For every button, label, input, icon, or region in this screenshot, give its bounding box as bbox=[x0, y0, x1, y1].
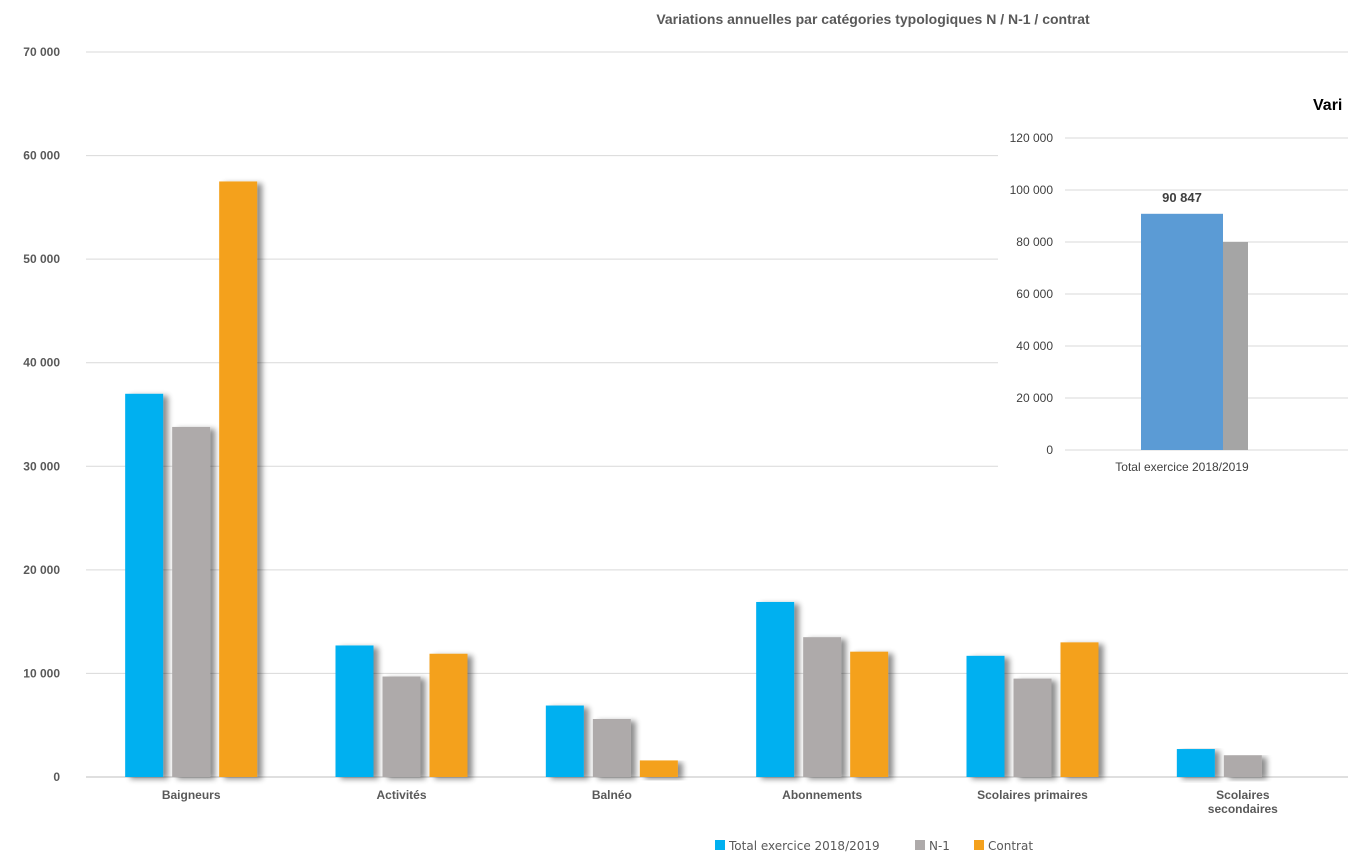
bar-abonnements-n-1 bbox=[803, 637, 842, 777]
inset-bars: 90 847 bbox=[1141, 190, 1248, 450]
inset-chart-title: Vari bbox=[1313, 97, 1342, 114]
main-chart-title: Variations annuelles par catégories typo… bbox=[656, 11, 1090, 27]
bar-balnéo-n-1 bbox=[592, 719, 631, 777]
bar-abonnements-contrat bbox=[850, 651, 889, 777]
bar-activités-n-1 bbox=[382, 676, 421, 777]
bar-baigneurs-contrat bbox=[219, 181, 258, 777]
main-y-tick-label: 40 000 bbox=[23, 356, 60, 370]
bar-scolaires-primaires-contrat bbox=[1060, 642, 1099, 777]
bar-activités-total-exercice-2018-2019 bbox=[335, 645, 374, 777]
main-y-axis: 0 10 000 20 000 30 000 40 000 50 000 60 000 70 … bbox=[23, 45, 60, 784]
legend-label-total: Total exercice 2018/2019 bbox=[728, 839, 880, 853]
bar-scolaires-secondaires-total-exercice-2018-2019 bbox=[1176, 749, 1215, 777]
inset-x-tick-label: Total exercice 2018/2019 bbox=[1115, 460, 1249, 474]
bar-balnéo-total-exercice-2018-2019 bbox=[545, 705, 584, 777]
bar-scolaires-primaires-total-exercice-2018-2019 bbox=[966, 655, 1005, 777]
bar-abonnements-total-exercice-2018-2019 bbox=[756, 601, 795, 777]
main-x-tick-label: Scolaires secondaires bbox=[1208, 788, 1278, 816]
inset-y-tick-label: 80 000 bbox=[1016, 235, 1053, 249]
bar-scolaires-secondaires-n-1 bbox=[1223, 755, 1262, 777]
main-y-tick-label: 20 000 bbox=[23, 563, 60, 577]
legend-swatch-n1 bbox=[915, 840, 925, 850]
bar-baigneurs-n-1 bbox=[172, 426, 211, 777]
main-x-tick-label: Activités bbox=[376, 788, 426, 802]
main-y-tick-label: 10 000 bbox=[23, 666, 60, 680]
main-y-tick-label: 0 bbox=[53, 770, 60, 784]
inset-y-tick-label: 100 000 bbox=[1010, 183, 1054, 197]
bar-baigneurs-total-exercice-2018-2019 bbox=[125, 393, 164, 777]
main-y-tick-label: 30 000 bbox=[23, 459, 60, 473]
inset-y-tick-label: 120 000 bbox=[1010, 131, 1054, 145]
main-x-axis: Baigneurs Activités Balnéo Abonnements Scola… bbox=[162, 788, 1278, 816]
bar-scolaires-primaires-n-1 bbox=[1013, 678, 1052, 777]
main-y-tick-label: 70 000 bbox=[23, 45, 60, 59]
legend-swatch-total bbox=[715, 840, 725, 850]
legend-swatch-contrat bbox=[974, 840, 984, 850]
bar-balnéo-contrat bbox=[639, 760, 678, 777]
main-y-tick-label: 50 000 bbox=[23, 252, 60, 266]
inset-chart: Vari 0 20 000 40 000 60 000 80 000 100 000 120… bbox=[998, 86, 1348, 486]
bar-activités-contrat bbox=[429, 653, 468, 777]
main-y-tick-label: 60 000 bbox=[23, 149, 60, 163]
main-gridlines bbox=[86, 51, 1348, 778]
main-x-tick-label: Scolaires primaires bbox=[977, 788, 1088, 802]
legend-label-n1: N-1 bbox=[929, 839, 950, 853]
legend-label-contrat: Contrat bbox=[988, 839, 1033, 853]
inset-bar-total bbox=[1141, 213, 1223, 450]
inset-y-axis: 0 20 000 40 000 60 000 80 000 100 000 120 000 bbox=[1010, 131, 1054, 457]
inset-y-tick-label: 0 bbox=[1046, 443, 1053, 457]
main-x-tick-label: Balnéo bbox=[592, 788, 632, 802]
inset-y-tick-label: 20 000 bbox=[1016, 391, 1053, 405]
inset-data-label: 90 847 bbox=[1162, 190, 1202, 205]
inset-y-tick-label: 60 000 bbox=[1016, 287, 1053, 301]
inset-y-tick-label: 40 000 bbox=[1016, 339, 1053, 353]
main-bars bbox=[125, 181, 1262, 777]
main-x-tick-label: Abonnements bbox=[782, 788, 862, 802]
main-x-tick-label: Baigneurs bbox=[162, 788, 221, 802]
legend: Total exercice 2018/2019 N-1 Contrat bbox=[715, 839, 1033, 853]
